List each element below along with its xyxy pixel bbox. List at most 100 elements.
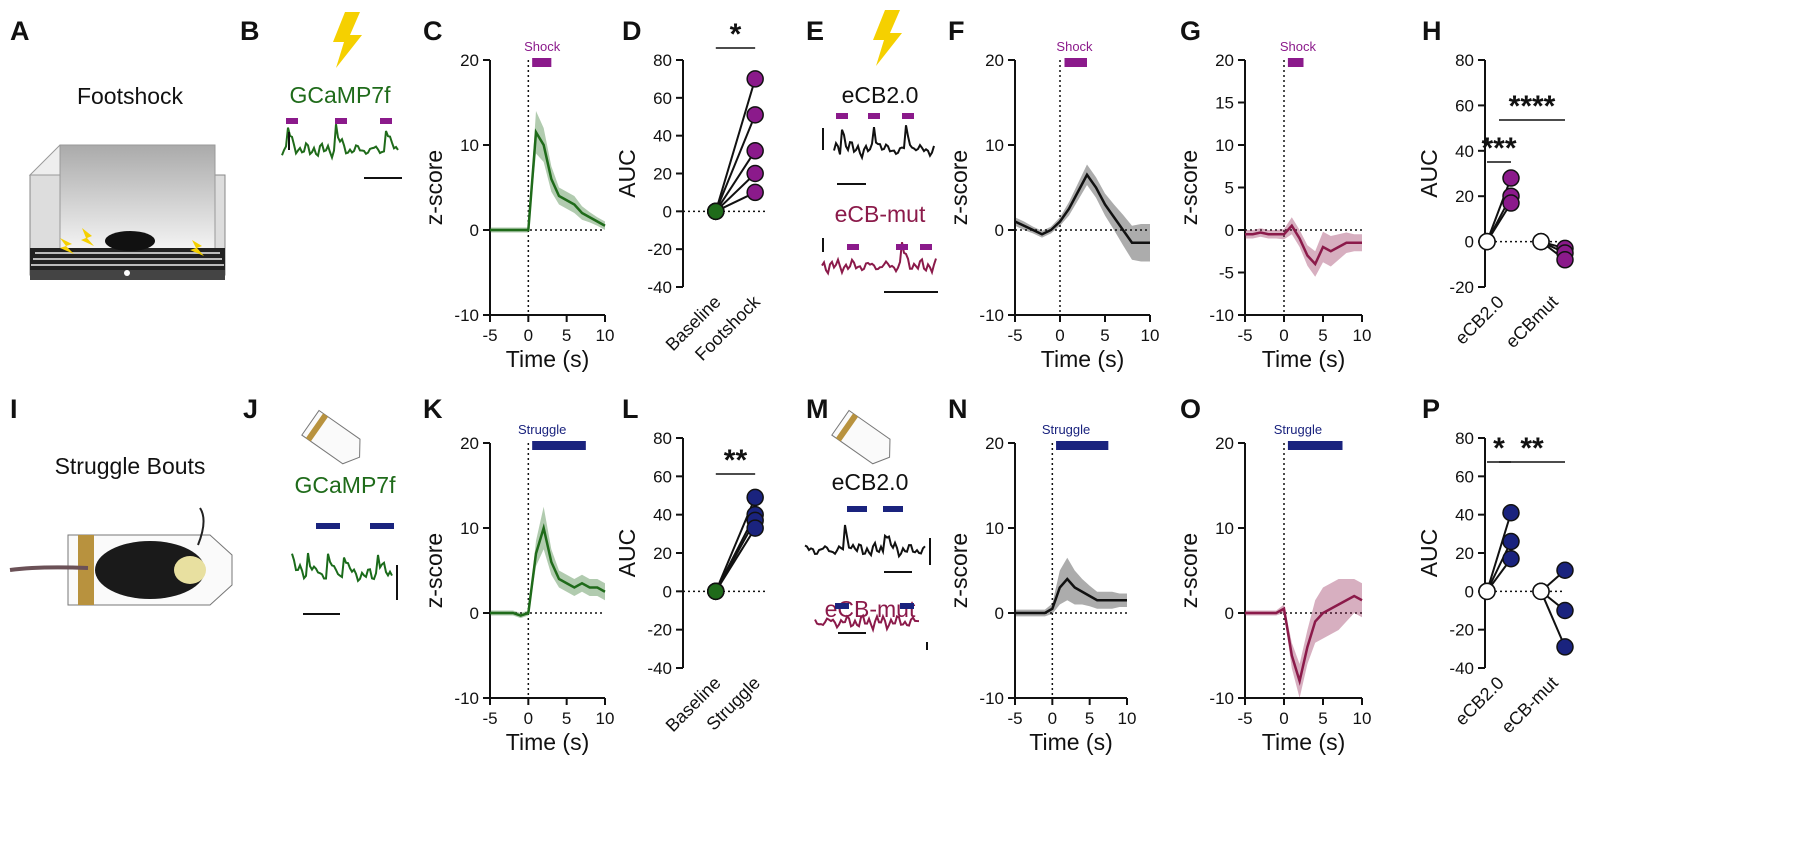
y-tick-label: 60 xyxy=(653,467,672,486)
data-point xyxy=(1502,550,1520,568)
y-tick-label: -20 xyxy=(1449,278,1474,297)
significance-label: * xyxy=(1493,432,1505,465)
x-tick-label: 0 xyxy=(524,326,533,345)
y-tick-label: 20 xyxy=(460,51,479,70)
x-tick-label: -5 xyxy=(482,709,497,728)
trace-line xyxy=(1245,594,1363,686)
sensor-label: GCaMP7f xyxy=(290,82,392,108)
significance-label: * xyxy=(730,18,742,51)
x-tick-label: 0 xyxy=(1055,326,1064,345)
bolt xyxy=(60,238,74,254)
y-tick-label: -10 xyxy=(979,306,1004,325)
y-tick-label: 60 xyxy=(653,89,672,108)
y-tick-label: -10 xyxy=(454,689,479,708)
panel-letter: I xyxy=(10,394,18,424)
stimulus-label: Shock xyxy=(1280,39,1317,54)
x-tick-label: eCB2.0 xyxy=(1451,292,1508,349)
significance-label: *** xyxy=(1481,132,1516,165)
x-axis-label: Time (s) xyxy=(1262,346,1345,372)
data-point xyxy=(1532,582,1550,601)
x-tick-label: 5 xyxy=(562,326,571,345)
data-point xyxy=(1556,251,1574,269)
y-tick-label: 10 xyxy=(460,519,479,538)
data-point xyxy=(707,202,725,221)
data-point xyxy=(1502,532,1520,551)
stimulus-bar xyxy=(1056,441,1109,450)
example-trace xyxy=(814,613,920,633)
data-point xyxy=(1556,638,1574,656)
restraint-tube xyxy=(9,507,233,606)
y-tick-label: 0 xyxy=(1465,233,1474,252)
stim-bar xyxy=(902,113,914,119)
y-tick-label: 15 xyxy=(1215,94,1234,113)
y-tick-label: 40 xyxy=(653,506,672,525)
grid-floor xyxy=(30,248,225,270)
y-tick-label: -40 xyxy=(1449,659,1474,678)
y-axis-label: z-score xyxy=(1176,150,1202,225)
y-tick-label: 10 xyxy=(985,519,1004,538)
x-tick-label: -5 xyxy=(1237,326,1252,345)
sem-band xyxy=(1245,579,1362,698)
y-tick-label: 10 xyxy=(1215,136,1234,155)
panel-letter: L xyxy=(622,394,639,424)
stim-bar xyxy=(900,603,914,609)
stim-bar xyxy=(835,603,849,609)
y-tick-label: -10 xyxy=(1209,306,1234,325)
data-point xyxy=(1478,232,1496,251)
sensor-label: GCaMP7f xyxy=(295,472,397,498)
led xyxy=(124,270,130,276)
x-tick-label: 10 xyxy=(1141,326,1160,345)
trace-line xyxy=(490,523,606,617)
x-tick-label: 10 xyxy=(1353,326,1372,345)
y-tick-label: 0 xyxy=(663,202,672,221)
x-axis-label: Time (s) xyxy=(1262,729,1345,755)
pair-line xyxy=(714,527,757,592)
x-tick-label: -5 xyxy=(1007,326,1022,345)
y-tick-label: 0 xyxy=(470,221,479,240)
y-tick-label: 0 xyxy=(1225,604,1234,623)
data-point xyxy=(746,70,764,88)
tube-icon xyxy=(831,409,891,465)
tube-band xyxy=(835,413,859,442)
stimulus-bar xyxy=(532,58,552,67)
panel-letter: A xyxy=(10,16,30,46)
data-point xyxy=(1478,582,1496,601)
panel-letter: C xyxy=(423,16,443,46)
y-tick-label: 80 xyxy=(653,429,672,448)
data-point xyxy=(746,519,764,537)
y-tick-label: 60 xyxy=(1455,96,1474,115)
stimulus-bar xyxy=(1064,58,1087,67)
data-point xyxy=(1556,601,1574,620)
trace-line xyxy=(490,128,606,232)
y-tick-label: 20 xyxy=(1455,544,1474,563)
panel-letter: O xyxy=(1180,394,1201,424)
y-tick-label: 80 xyxy=(653,51,672,70)
stim-bar xyxy=(883,506,903,512)
mouse xyxy=(105,231,155,251)
data-point xyxy=(746,142,764,160)
x-tick-label: -5 xyxy=(1007,709,1022,728)
whisker xyxy=(197,507,205,546)
x-axis-label: Time (s) xyxy=(506,729,589,755)
x-tick-label: 5 xyxy=(1085,709,1094,728)
panel-letter: E xyxy=(806,16,824,46)
y-tick-label: 20 xyxy=(1215,434,1234,453)
y-tick-label: -20 xyxy=(647,621,672,640)
significance-label: ** xyxy=(724,444,748,477)
data-point xyxy=(746,488,764,507)
tube-icon xyxy=(301,409,361,465)
y-tick-label: 5 xyxy=(1225,179,1234,198)
y-tick-label: 20 xyxy=(985,434,1004,453)
stim-bar xyxy=(920,244,932,250)
example-trace xyxy=(833,125,935,161)
x-tick-label: -5 xyxy=(482,326,497,345)
y-tick-label: 0 xyxy=(663,582,672,601)
y-tick-label: 40 xyxy=(653,127,672,146)
stimulus-bar xyxy=(1287,58,1304,67)
x-tick-label: 5 xyxy=(1318,326,1327,345)
bolt xyxy=(873,10,902,66)
stim-bar xyxy=(847,506,867,512)
y-axis-label: z-score xyxy=(421,533,447,608)
y-tick-label: 40 xyxy=(1455,506,1474,525)
